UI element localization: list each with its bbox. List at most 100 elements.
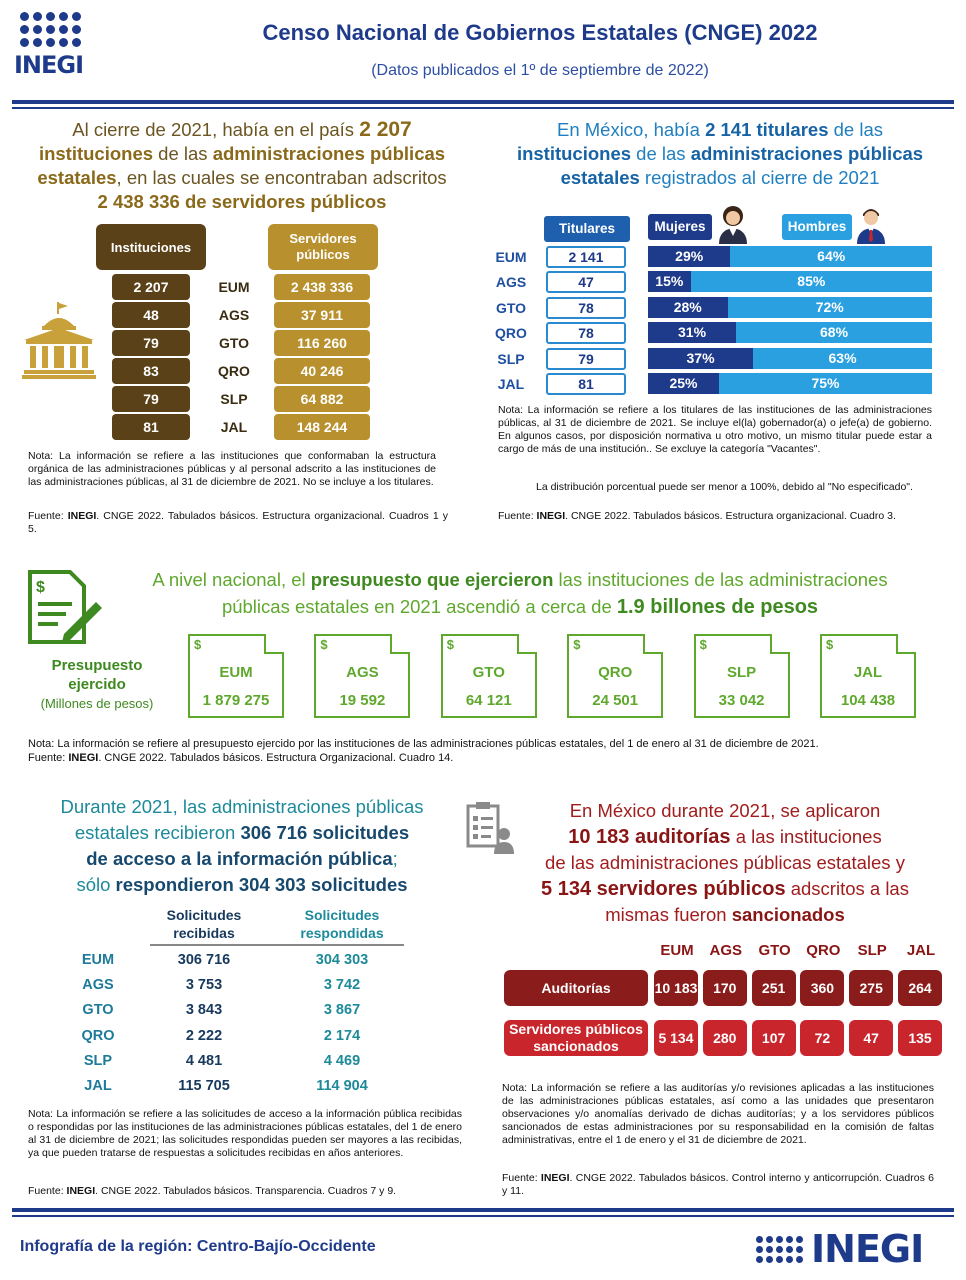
state-label: JAL <box>84 1078 112 1094</box>
titulares-note: Nota: La información se refiere a los ti… <box>498 404 932 455</box>
footer-divider <box>12 1208 954 1212</box>
state-label: JAL <box>497 376 525 392</box>
footer-divider-thin <box>12 1215 954 1217</box>
servidores-value: 37 911 <box>274 302 370 328</box>
servidores-value: 40 246 <box>274 358 370 384</box>
mujeres-pct: 29% <box>648 246 731 267</box>
footer-inegi-logo: INEGI <box>756 1226 952 1272</box>
mujeres-pct: 31% <box>648 322 737 344</box>
state-label: GTO <box>218 335 250 351</box>
servidores-value: 2 438 336 <box>274 274 370 300</box>
budget-document-icon: $ <box>28 570 102 644</box>
state-label: SLP <box>220 391 248 407</box>
recibidas-value: 3 753 <box>185 977 223 994</box>
state-label: GTO <box>82 1002 114 1019</box>
respondidas-value: 4 469 <box>323 1052 361 1069</box>
state-label: GTO <box>495 299 527 316</box>
state-header: AGS <box>709 942 743 959</box>
budget-value: 1 879 275 <box>202 692 270 709</box>
auditorias-value: 251 <box>751 970 796 1006</box>
inegi-logo: INEGI <box>14 12 100 92</box>
col-header-instituciones: Instituciones <box>96 224 206 270</box>
presupuesto-note: Nota: La información se refiere al presu… <box>28 738 819 750</box>
government-building-icon <box>22 302 96 379</box>
instituciones-value: 2 207 <box>112 274 190 300</box>
budget-card: $ GTO 64 121 <box>440 634 537 718</box>
recibidas-value: 306 716 <box>177 952 231 968</box>
servidores-value: 148 244 <box>274 414 370 440</box>
mujeres-pct: 37% <box>648 347 754 369</box>
gender-bar: 29% 64% <box>648 246 932 267</box>
state-label: AGS <box>218 307 250 323</box>
state-label: QRO <box>218 363 250 379</box>
titulares-headline: En México, había 2 141 titulares de las … <box>516 119 924 188</box>
budget-card: $ AGS 19 592 <box>314 634 411 718</box>
budget-value: 24 501 <box>592 692 639 709</box>
mujeres-pct: 25% <box>648 373 719 394</box>
gender-bar: 25% 75% <box>648 373 932 394</box>
dollar-icon: $ <box>446 637 455 652</box>
recibidas-value: 115 705 <box>178 1078 230 1094</box>
hombres-pct: 64% <box>817 248 846 264</box>
state-label: EUM <box>495 249 527 265</box>
auditorias-value: 275 <box>849 970 894 1006</box>
state-label: AGS <box>495 274 527 291</box>
col-header-respondidas: Solicitudes respondidas <box>300 907 384 941</box>
budget-value: 19 592 <box>339 692 386 709</box>
state-header: QRO <box>806 942 841 959</box>
gender-bar: 37% 63% <box>648 347 932 369</box>
titulares-value: 78 <box>546 296 626 319</box>
col-header-recibidas: Solicitudes recibidas <box>166 907 242 941</box>
auditorias-source: Fuente: INEGI. CNGE 2022. Tabulados bási… <box>502 1172 934 1197</box>
presupuesto-label: Presupuesto ejercido (Millones de pesos) <box>40 657 154 711</box>
sancionados-value: 107 <box>751 1020 796 1056</box>
titulares-value: 47 <box>546 271 626 294</box>
logo-dots-icon <box>20 12 100 47</box>
state-label: SLP <box>497 350 525 367</box>
svg-text:$: $ <box>36 579 45 596</box>
respondidas-value: 114 904 <box>316 1078 368 1094</box>
gender-bar: 28% 72% <box>648 296 932 318</box>
col-header-servidores: Servidores públicos <box>268 224 378 270</box>
page-title: Censo Nacional de Gobiernos Estatales (C… <box>262 20 818 45</box>
state-label: JAL <box>853 664 883 681</box>
logo-text: INEGI <box>14 51 84 79</box>
auditorias-note: Nota: La información se refiere a las au… <box>502 1082 934 1146</box>
presupuesto-headline: A nivel nacional, el presupuesto que eje… <box>152 569 888 618</box>
page-subtitle: (Datos publicados el 1º de septiembre de… <box>371 62 709 79</box>
state-header: GTO <box>758 942 791 959</box>
state-label: QRO <box>598 664 633 681</box>
solicitudes-source: Fuente: INEGI. CNGE 2022. Tabulados bási… <box>28 1185 397 1197</box>
state-header: JAL <box>906 942 936 959</box>
audit-checklist-icon <box>466 802 514 854</box>
sancionados-value: 135 <box>898 1020 942 1056</box>
state-label: EUM <box>219 664 253 681</box>
state-header: EUM <box>660 942 694 959</box>
state-header: SLP <box>857 942 887 959</box>
hombres-pct: 68% <box>820 324 849 341</box>
budget-card: $ SLP 33 042 <box>693 634 790 718</box>
header-divider <box>12 100 954 104</box>
recibidas-value: 3 843 <box>185 1002 223 1019</box>
budget-card: $ EUM 1 879 275 <box>188 634 284 718</box>
footer-region-label: Infografía de la región: Centro-Bajío-Oc… <box>20 1238 376 1255</box>
respondidas-value: 2 174 <box>323 1027 361 1044</box>
hombres-pct: 85% <box>797 273 826 290</box>
sancionados-value: 280 <box>702 1020 747 1056</box>
budget-value: 33 042 <box>718 692 765 709</box>
col-header-mujeres: Mujeres <box>648 214 712 240</box>
recibidas-value: 2 222 <box>185 1027 223 1044</box>
dollar-icon: $ <box>573 637 581 652</box>
state-label: QRO <box>81 1027 115 1044</box>
instituciones-value: 81 <box>112 414 190 440</box>
state-label: EUM <box>218 279 250 295</box>
state-label: SLP <box>83 1052 113 1069</box>
recibidas-value: 4 481 <box>185 1052 223 1069</box>
budget-value: 104 438 <box>840 692 896 709</box>
state-label: GTO <box>472 664 505 681</box>
auditorias-value: 10 183 <box>654 970 698 1006</box>
row-label-sancionados: Servidores públicos sancionados <box>504 1020 648 1056</box>
respondidas-value: 304 303 <box>315 952 369 968</box>
auditorias-value: 264 <box>898 970 942 1006</box>
budget-value: 64 121 <box>465 692 512 709</box>
